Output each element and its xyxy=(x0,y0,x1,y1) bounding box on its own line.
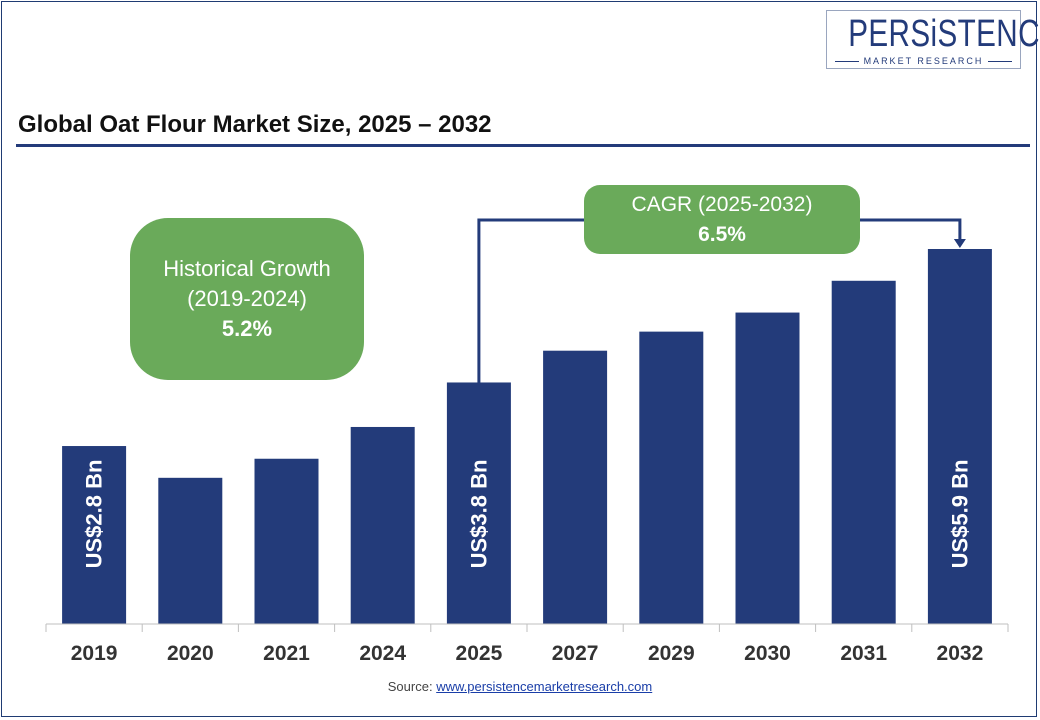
x-tick-label-2027: 2027 xyxy=(552,642,599,665)
cagr-label: CAGR (2025-2032) xyxy=(631,193,813,216)
bar-2030 xyxy=(735,312,800,624)
bar-2025 xyxy=(446,382,511,624)
historical-growth-period: (2019-2024) xyxy=(187,286,307,311)
data-label-2019: US$2.8 Bn xyxy=(82,460,107,569)
cagr-value: 6.5% xyxy=(698,223,746,246)
bar-2031 xyxy=(831,280,896,624)
persistence-logo: PERSiSTENCE MARKET RESEARCH xyxy=(826,10,1040,69)
title-underline xyxy=(16,144,1030,147)
bars-layer: US$2.8 Bn US$3.8 Bn US$5.9 Bn xyxy=(62,249,992,624)
x-tick-label-2024: 2024 xyxy=(359,642,406,665)
x-tick-label-2025: 2025 xyxy=(456,642,503,665)
data-label-2025: US$3.8 Bn xyxy=(466,460,491,569)
x-tick-label-2020: 2020 xyxy=(167,642,214,665)
bar-2029 xyxy=(639,331,704,624)
historical-growth-value: 5.2% xyxy=(221,316,273,341)
x-tick-label-2032: 2032 xyxy=(937,642,984,665)
historical-growth-label: Historical Growth xyxy=(163,256,331,281)
bar-2020 xyxy=(158,477,223,624)
x-tick-label-2019: 2019 xyxy=(71,642,118,665)
chart-title: Global Oat Flour Market Size, 2025 – 203… xyxy=(18,111,492,138)
bar-2032 xyxy=(927,249,992,624)
logo-tagline: MARKET RESEARCH xyxy=(827,56,1020,66)
x-tick-label-2029: 2029 xyxy=(648,642,695,665)
cagr-arrowhead xyxy=(953,239,966,248)
historical-growth-callout: Historical Growth (2019-2024) 5.2% xyxy=(130,218,364,380)
cagr-callout: CAGR (2025-2032) 6.5% xyxy=(584,185,860,254)
bar-2027 xyxy=(543,350,608,624)
axis-layer: 2019 2020 2021 2024 2025 2027 2029 2030 2031 2032 xyxy=(45,623,1009,665)
bar-2019 xyxy=(62,446,127,624)
x-tick-label-2031: 2031 xyxy=(840,642,887,665)
x-tick-label-2021: 2021 xyxy=(263,642,310,665)
x-tick-label-2030: 2030 xyxy=(744,642,791,665)
bar-2021 xyxy=(254,458,319,624)
source-label: Source: xyxy=(387,679,433,694)
data-label-2032: US$5.9 Bn xyxy=(947,460,972,569)
source-link[interactable]: www.persistencemarketresearch.com xyxy=(436,679,653,694)
bar-2024 xyxy=(350,426,415,624)
source-note: Source: www.persistencemarketresearch.co… xyxy=(0,679,1040,694)
